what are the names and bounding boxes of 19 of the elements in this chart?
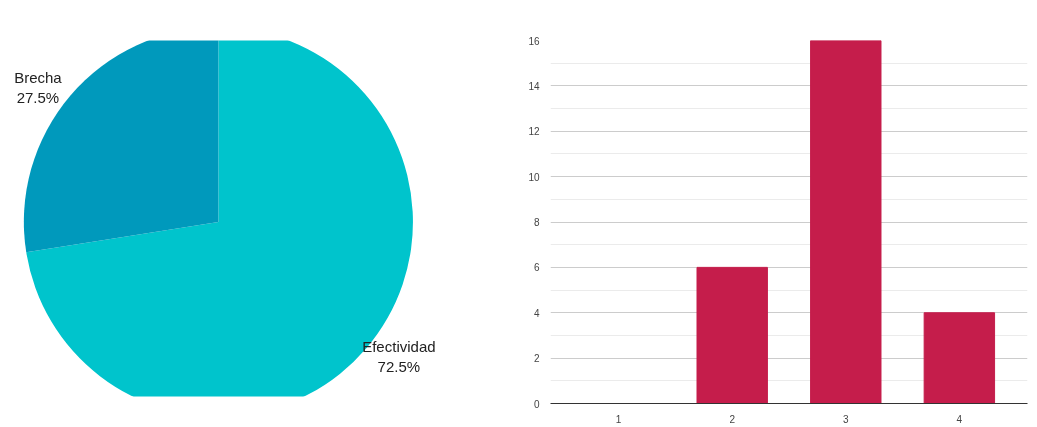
y-tick-label: 10 — [528, 171, 540, 183]
bar — [696, 266, 768, 404]
data-label: 72.5% — [377, 357, 421, 375]
y-tick-label: 6 — [533, 262, 540, 274]
y-tick-label: 4 — [533, 307, 540, 319]
slice-label: Brecha — [14, 68, 63, 86]
y-tick-label: 16 — [528, 35, 540, 47]
y-tick-label: 2 — [533, 353, 540, 365]
x-tick-label: 3 — [843, 413, 849, 425]
data-label: 27.5% — [16, 89, 60, 107]
x-tick-label: 4 — [956, 413, 963, 425]
bar — [810, 40, 882, 404]
y-tick-label: 8 — [533, 217, 540, 228]
x-tick-label: 2 — [729, 413, 736, 425]
y-tick-label: 12 — [528, 126, 540, 138]
y-tick-label: 0 — [533, 398, 540, 410]
bar — [923, 312, 996, 404]
y-tick-label: 14 — [528, 80, 540, 92]
x-tick-label: 1 — [615, 413, 622, 425]
